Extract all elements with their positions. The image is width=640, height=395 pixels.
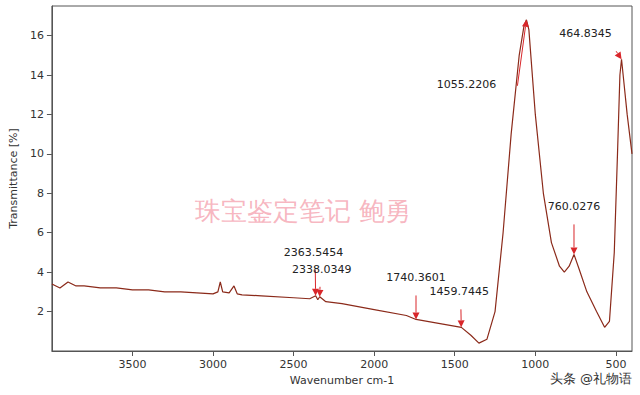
svg-text:12: 12	[30, 108, 44, 121]
svg-text:500: 500	[605, 358, 626, 371]
svg-text:3000: 3000	[199, 358, 227, 371]
svg-text:1459.7445: 1459.7445	[429, 285, 489, 298]
svg-text:2: 2	[37, 305, 44, 318]
svg-text:14: 14	[30, 69, 44, 82]
svg-text:6: 6	[37, 226, 44, 239]
svg-text:2000: 2000	[360, 358, 388, 371]
svg-text:16: 16	[30, 29, 44, 42]
svg-text:8: 8	[37, 187, 44, 200]
svg-text:3500: 3500	[118, 358, 146, 371]
svg-text:珠宝鉴定笔记 鲍勇: 珠宝鉴定笔记 鲍勇	[195, 196, 411, 226]
svg-text:1055.2206: 1055.2206	[437, 78, 497, 91]
svg-text:1000: 1000	[521, 358, 549, 371]
svg-text:2338.0349: 2338.0349	[292, 263, 352, 276]
svg-text:464.8345: 464.8345	[559, 27, 612, 40]
svg-text:1500: 1500	[441, 358, 469, 371]
svg-text:4: 4	[37, 266, 44, 279]
svg-text:Wavenumber cm-1: Wavenumber cm-1	[290, 374, 394, 387]
svg-text:1740.3601: 1740.3601	[386, 271, 446, 284]
svg-text:10: 10	[30, 147, 44, 160]
svg-text:Transmittance [%]: Transmittance [%]	[7, 128, 20, 230]
svg-text:760.0276: 760.0276	[548, 200, 601, 213]
svg-text:2363.5454: 2363.5454	[284, 246, 344, 259]
svg-text:2500: 2500	[280, 358, 308, 371]
svg-text:头条 @礼物语: 头条 @礼物语	[550, 371, 632, 386]
